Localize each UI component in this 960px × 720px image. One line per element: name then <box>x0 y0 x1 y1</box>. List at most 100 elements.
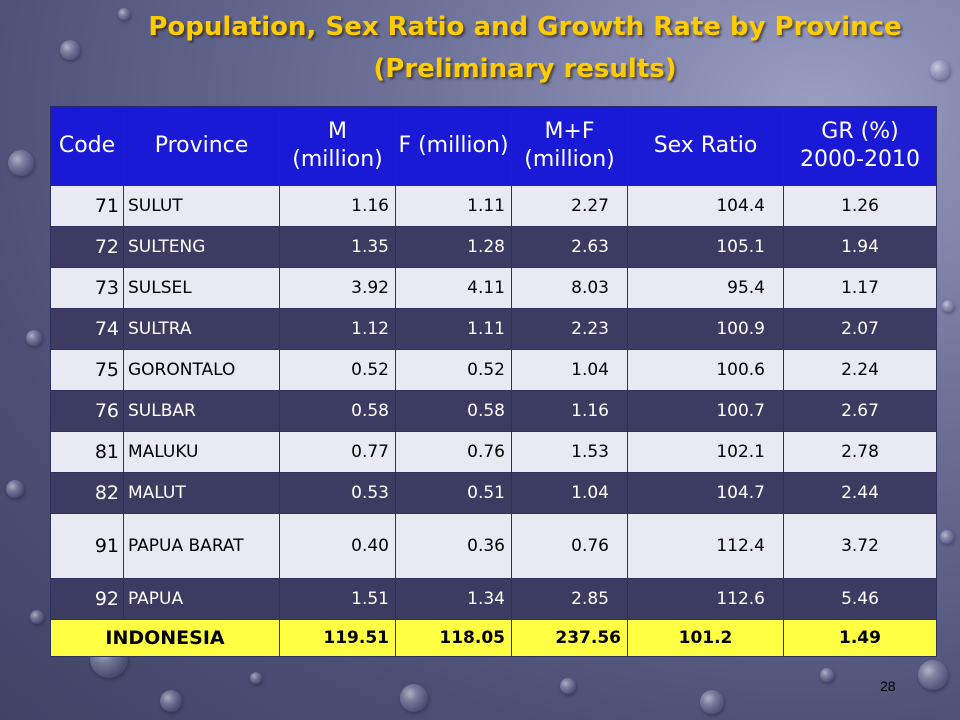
cell-mf: 2.23 <box>511 308 628 350</box>
total-f: 118.05 <box>395 619 512 657</box>
cell-province: SULSEL <box>123 267 280 309</box>
cell-mf: 8.03 <box>511 267 628 309</box>
cell-sex-ratio: 112.6 <box>627 578 784 620</box>
cell-gr: 2.67 <box>783 390 937 432</box>
cell-mf: 2.27 <box>511 185 628 227</box>
cell-sex-ratio: 95.4 <box>627 267 784 309</box>
table-row: 72 SULTENG 1.35 1.28 2.63 105.1 1.94 <box>50 226 937 268</box>
cell-gr: 5.46 <box>783 578 937 620</box>
table-row: 92 PAPUA 1.51 1.34 2.85 112.6 5.46 <box>50 578 937 620</box>
cell-province: SULTRA <box>123 308 280 350</box>
total-label: INDONESIA <box>50 619 280 657</box>
table-row: 71 SULUT 1.16 1.11 2.27 104.4 1.26 <box>50 185 937 227</box>
background-bubble <box>60 40 80 60</box>
cell-mf: 1.04 <box>511 472 628 514</box>
background-bubble <box>820 668 834 682</box>
table-row: 91 PAPUA BARAT 0.40 0.36 0.76 112.4 3.72 <box>50 513 937 579</box>
cell-mf: 1.53 <box>511 431 628 473</box>
background-bubble <box>930 60 950 80</box>
cell-mf: 1.16 <box>511 390 628 432</box>
cell-gr: 1.94 <box>783 226 937 268</box>
cell-m: 0.40 <box>279 513 396 579</box>
header-mf: M+F (million) <box>511 106 628 186</box>
table-row: 82 MALUT 0.53 0.51 1.04 104.7 2.44 <box>50 472 937 514</box>
cell-gr: 2.44 <box>783 472 937 514</box>
background-bubble <box>6 480 24 498</box>
cell-province: GORONTALO <box>123 349 280 391</box>
cell-sex-ratio: 112.4 <box>627 513 784 579</box>
table-row: 76 SULBAR 0.58 0.58 1.16 100.7 2.67 <box>50 390 937 432</box>
cell-gr: 2.78 <box>783 431 937 473</box>
cell-m: 0.58 <box>279 390 396 432</box>
table-row: 73 SULSEL 3.92 4.11 8.03 95.4 1.17 <box>50 267 937 309</box>
total-row: INDONESIA 119.51 118.05 237.56 101.2 1.4… <box>50 619 937 657</box>
cell-sex-ratio: 104.7 <box>627 472 784 514</box>
cell-code: 82 <box>50 472 124 514</box>
cell-m: 0.53 <box>279 472 396 514</box>
cell-gr: 1.26 <box>783 185 937 227</box>
cell-province: SULUT <box>123 185 280 227</box>
header-gr-line-2: 2000-2010 <box>800 147 920 172</box>
header-sex-ratio: Sex Ratio <box>627 106 784 186</box>
table-row: 75 GORONTALO 0.52 0.52 1.04 100.6 2.24 <box>50 349 937 391</box>
cell-f: 0.52 <box>395 349 512 391</box>
background-bubble <box>700 690 724 714</box>
cell-code: 76 <box>50 390 124 432</box>
header-gr-line-1: GR (%) <box>821 119 899 144</box>
cell-sex-ratio: 104.4 <box>627 185 784 227</box>
cell-f: 0.51 <box>395 472 512 514</box>
cell-m: 0.52 <box>279 349 396 391</box>
total-m: 119.51 <box>279 619 396 657</box>
cell-m: 1.12 <box>279 308 396 350</box>
cell-sex-ratio: 105.1 <box>627 226 784 268</box>
header-m: M (million) <box>279 106 396 186</box>
cell-code: 75 <box>50 349 124 391</box>
background-bubble <box>918 660 948 690</box>
cell-province: SULTENG <box>123 226 280 268</box>
cell-f: 1.34 <box>395 578 512 620</box>
page-number: 28 <box>880 678 896 694</box>
cell-code: 92 <box>50 578 124 620</box>
cell-mf: 1.04 <box>511 349 628 391</box>
background-bubble <box>400 684 428 712</box>
cell-f: 0.58 <box>395 390 512 432</box>
cell-f: 1.11 <box>395 185 512 227</box>
cell-mf: 2.63 <box>511 226 628 268</box>
cell-gr: 3.72 <box>783 513 937 579</box>
header-f: F (million) <box>395 106 512 186</box>
cell-f: 1.11 <box>395 308 512 350</box>
cell-mf: 0.76 <box>511 513 628 579</box>
cell-f: 1.28 <box>395 226 512 268</box>
title-line-2: (Preliminary results) <box>373 54 677 84</box>
cell-province: MALUKU <box>123 431 280 473</box>
cell-gr: 2.07 <box>783 308 937 350</box>
table-row: 74 SULTRA 1.12 1.11 2.23 100.9 2.07 <box>50 308 937 350</box>
cell-mf: 2.85 <box>511 578 628 620</box>
background-bubble <box>560 678 576 694</box>
header-row: Code Province M (million) F (million) M+… <box>50 106 937 186</box>
cell-f: 0.36 <box>395 513 512 579</box>
cell-f: 0.76 <box>395 431 512 473</box>
cell-province: SULBAR <box>123 390 280 432</box>
background-bubble <box>118 8 130 20</box>
cell-code: 73 <box>50 267 124 309</box>
table-row: 81 MALUKU 0.77 0.76 1.53 102.1 2.78 <box>50 431 937 473</box>
cell-code: 72 <box>50 226 124 268</box>
title-line-1: Population, Sex Ratio and Growth Rate by… <box>148 12 902 42</box>
header-gr: GR (%) 2000-2010 <box>783 106 937 186</box>
cell-gr: 2.24 <box>783 349 937 391</box>
cell-m: 0.77 <box>279 431 396 473</box>
slide-title: Population, Sex Ratio and Growth Rate by… <box>110 6 940 90</box>
background-bubble <box>30 610 44 624</box>
population-table: Code Province M (million) F (million) M+… <box>50 106 937 657</box>
header-code: Code <box>50 106 124 186</box>
cell-province: PAPUA BARAT <box>123 513 280 579</box>
cell-m: 1.35 <box>279 226 396 268</box>
cell-sex-ratio: 100.6 <box>627 349 784 391</box>
total-mf: 237.56 <box>511 619 628 657</box>
background-bubble <box>26 330 42 346</box>
cell-gr: 1.17 <box>783 267 937 309</box>
cell-m: 1.51 <box>279 578 396 620</box>
cell-sex-ratio: 102.1 <box>627 431 784 473</box>
total-gr: 1.49 <box>783 619 937 657</box>
